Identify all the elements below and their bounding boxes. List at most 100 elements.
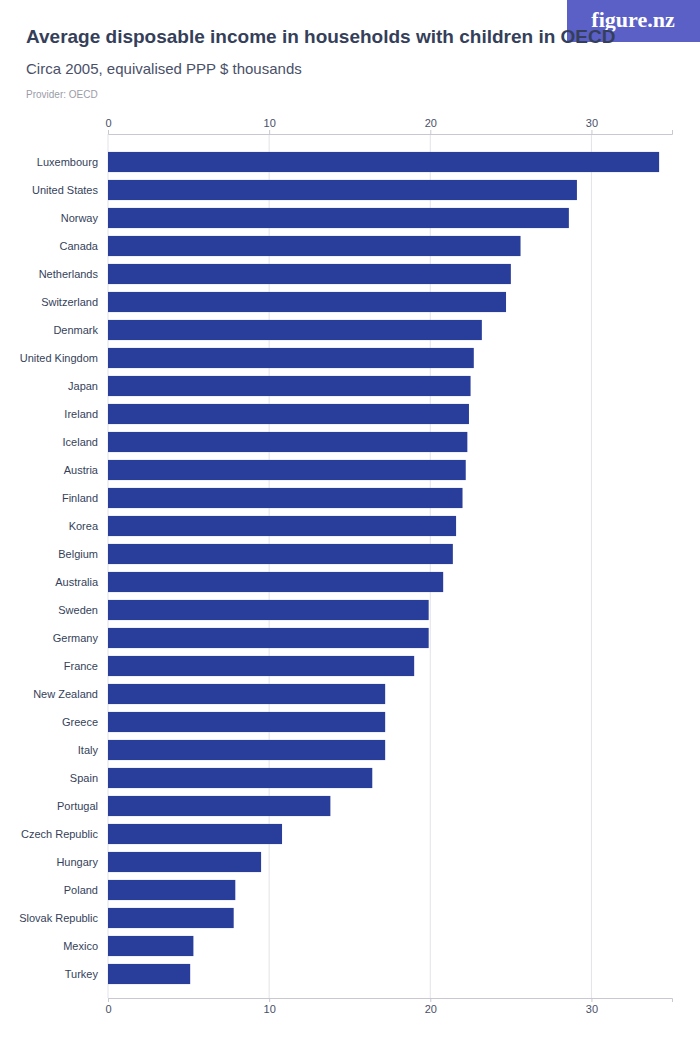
category-label: Australia	[55, 576, 99, 588]
axis-line	[109, 999, 673, 1003]
bar	[108, 712, 385, 732]
category-label: Austria	[64, 464, 99, 476]
tick: 20	[425, 117, 437, 134]
tick-mark	[269, 130, 270, 134]
bar	[108, 292, 506, 312]
tick: Belgium	[58, 548, 98, 560]
category-label: Poland	[64, 884, 98, 896]
grid-line	[591, 134, 592, 998]
tick: Japan	[68, 380, 98, 392]
bar	[108, 600, 429, 620]
category-label: Czech Republic	[21, 828, 99, 840]
category-label: Iceland	[63, 436, 98, 448]
bar	[108, 572, 443, 592]
tick: Denmark	[53, 324, 98, 336]
category-label: Korea	[69, 520, 99, 532]
tick-mark	[430, 130, 431, 134]
bar	[108, 964, 190, 984]
tick: Italy	[78, 744, 99, 756]
category-label: Portugal	[57, 800, 98, 812]
tick: Hungary	[56, 856, 98, 868]
tick: Greece	[62, 716, 98, 728]
tick-mark	[591, 130, 592, 134]
tick: 10	[264, 117, 276, 134]
source: Provider: OECD	[26, 89, 98, 100]
chart: figure.nzAverage disposable income in ho…	[0, 0, 700, 1050]
tick: 30	[586, 998, 598, 1015]
category-label: Canada	[59, 240, 98, 252]
category-label: Italy	[78, 744, 99, 756]
tick: New Zealand	[33, 688, 98, 700]
subtitle: Circa 2005, equivalised PPP $ thousands	[26, 60, 302, 77]
tick: Ireland	[64, 408, 98, 420]
tick-mark	[269, 998, 270, 1002]
tick: 0	[105, 998, 111, 1015]
tick: Portugal	[57, 800, 98, 812]
bar	[108, 264, 511, 284]
category-label: Mexico	[63, 940, 98, 952]
plot: 01020300102030LuxembourgUnited StatesNor…	[19, 117, 672, 1015]
category-label: Sweden	[58, 604, 98, 616]
x-axis: 0102030	[105, 998, 672, 1015]
title: Average disposable income in households …	[26, 26, 615, 47]
category-label: Slovak Republic	[19, 912, 98, 924]
tick: Switzerland	[41, 296, 98, 308]
category-label: Switzerland	[41, 296, 98, 308]
bar	[108, 516, 456, 536]
tick-mark	[591, 998, 592, 1002]
category-label: United States	[32, 184, 99, 196]
category-label: Belgium	[58, 548, 98, 560]
bar	[108, 348, 474, 368]
tick: Luxembourg	[37, 156, 98, 168]
bar	[108, 208, 569, 228]
bar	[108, 236, 521, 256]
bar	[108, 404, 469, 424]
bar	[108, 628, 429, 648]
tick: Czech Republic	[21, 828, 99, 840]
bar	[108, 936, 193, 956]
bar	[108, 656, 414, 676]
tick: Turkey	[65, 968, 99, 980]
bar	[108, 432, 467, 452]
bar	[108, 852, 261, 872]
tick: Slovak Republic	[19, 912, 98, 924]
tick: Iceland	[63, 436, 98, 448]
category-label: New Zealand	[33, 688, 98, 700]
tick-label: 10	[264, 117, 276, 129]
tick: United States	[32, 184, 99, 196]
tick-mark	[430, 998, 431, 1002]
category-label: Ireland	[64, 408, 98, 420]
tick-label: 0	[105, 117, 111, 129]
category-label: Finland	[62, 492, 98, 504]
tick-label: 20	[425, 1003, 437, 1015]
bar	[108, 376, 471, 396]
tick: Austria	[64, 464, 99, 476]
tick: France	[64, 660, 98, 672]
category-label: Greece	[62, 716, 98, 728]
category-label: Turkey	[65, 968, 99, 980]
tick: Korea	[69, 520, 99, 532]
y-axis: Luxembourg United States Norway Canada Nethe…	[19, 156, 99, 980]
tick-label: 20	[425, 117, 437, 129]
bar	[108, 796, 330, 816]
tick: Germany	[53, 632, 99, 644]
bar	[108, 880, 235, 900]
tick: Sweden	[58, 604, 98, 616]
category-label: Luxembourg	[37, 156, 98, 168]
tick: Australia	[55, 576, 99, 588]
tick: Norway	[61, 212, 99, 224]
bar	[108, 740, 385, 760]
category-label: Japan	[68, 380, 98, 392]
tick: 0	[105, 117, 111, 134]
tick-mark	[108, 998, 109, 1002]
bars	[108, 152, 659, 984]
tick: 30	[586, 117, 598, 134]
tick: Netherlands	[39, 268, 99, 280]
bar	[108, 320, 482, 340]
bar	[108, 488, 463, 508]
grid-line	[269, 134, 270, 998]
x-axis: 0 10 20 30	[105, 117, 672, 135]
tick: 20	[425, 998, 437, 1015]
tick-mark	[108, 130, 109, 134]
tick: Poland	[64, 884, 98, 896]
